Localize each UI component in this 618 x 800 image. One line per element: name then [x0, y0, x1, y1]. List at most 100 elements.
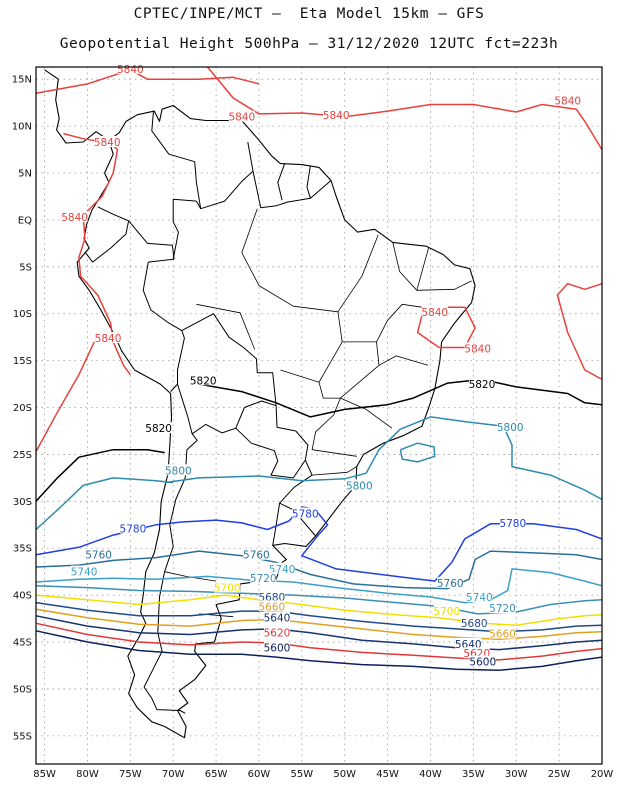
- lon-tick-label: 85W: [33, 769, 56, 780]
- contour-line-5660: [35, 608, 603, 640]
- lat-tick-label: 5S: [19, 262, 32, 273]
- contour-label: 5620: [264, 628, 291, 640]
- map-frame: [35, 66, 603, 765]
- contour-line-5840: [206, 66, 603, 150]
- contour-label-bg: [165, 464, 192, 476]
- state-border: [196, 303, 256, 350]
- lon-tick-label: 60W: [248, 769, 271, 780]
- lon-tick-label: 20W: [591, 769, 614, 780]
- contour-label-bg: [421, 305, 448, 317]
- contour-label: 5640: [264, 613, 291, 625]
- state-border: [340, 397, 393, 429]
- state-border: [241, 208, 260, 286]
- state-border: [258, 285, 343, 383]
- lon-tick-label: 45W: [376, 769, 399, 780]
- contour-label: 5600: [264, 643, 291, 655]
- country-border: [252, 170, 332, 209]
- contour-line-5680: [35, 601, 603, 633]
- contour-label-bg: [455, 637, 482, 649]
- contour-label: 5840: [464, 343, 491, 355]
- contour-label-bg: [489, 602, 516, 614]
- lon-tick-label: 50W: [333, 769, 356, 780]
- contour-line-5640: [35, 615, 603, 651]
- contour-label-bg: [258, 600, 285, 612]
- contour-label-bg: [461, 617, 488, 629]
- axis-tick-labels: 15N 10N 5N EQ 5S 10S 15S 20S 25S 30S 35S 40S 45S 50S 5…: [12, 75, 614, 780]
- lon-tick-label: 65W: [205, 769, 228, 780]
- contour-label: 5760: [243, 550, 270, 562]
- contour-label: 5800: [346, 480, 373, 492]
- contour-label-bg: [437, 576, 464, 588]
- contour-label-bg: [95, 332, 122, 344]
- contour-label-bg: [61, 211, 88, 223]
- contour-label: 5600: [469, 657, 496, 669]
- contour-line-5800: [399, 442, 436, 463]
- contour-line-5740: [35, 568, 603, 604]
- contour-line-5820: [198, 378, 603, 418]
- state-border: [164, 571, 217, 582]
- contour-labels: 5840 5840 5840 5840 5840 5840 5840 5840 5840 5820…: [61, 62, 581, 669]
- lat-tick-label: 15S: [13, 356, 32, 367]
- contour-label: 5840: [228, 112, 255, 124]
- contour-label: 5660: [489, 629, 516, 641]
- contour-line-5600: [35, 630, 603, 671]
- contour-label-bg: [433, 605, 460, 617]
- state-border: [318, 341, 380, 399]
- state-border: [416, 280, 472, 291]
- coastline: [44, 69, 110, 144]
- contour-label-bg: [190, 374, 217, 386]
- contour-label: 5740: [466, 592, 493, 604]
- contour-label-bg: [463, 647, 490, 659]
- contour-label-bg: [263, 641, 290, 653]
- lon-tick-label: 25W: [548, 769, 571, 780]
- contour-label: 5780: [120, 523, 147, 535]
- contour-line-5840: [35, 341, 95, 452]
- state-border: [312, 466, 357, 476]
- country-border: [235, 405, 309, 479]
- contour-label: 5700: [214, 583, 241, 595]
- contour-line-5840: [35, 69, 260, 95]
- contour-label: 5700: [433, 606, 460, 618]
- contour-label-bg: [85, 548, 112, 560]
- contour-label-bg: [250, 572, 277, 584]
- state-border: [378, 355, 429, 366]
- lat-tick-label: 50S: [13, 684, 32, 695]
- contour-label-bg: [145, 422, 172, 434]
- contour-label: 5800: [497, 422, 524, 434]
- country-border: [142, 198, 197, 392]
- country-border: [306, 165, 311, 199]
- contour-label: 5840: [117, 64, 144, 76]
- lat-tick-label: 5N: [18, 169, 32, 180]
- contour-label-bg: [243, 548, 270, 560]
- map-title: CPTEC/INPE/MCT – Eta Model 15km – GFS: [133, 6, 485, 22]
- contour-label: 5760: [85, 550, 112, 562]
- contour-label-bg: [258, 590, 285, 602]
- country-border: [84, 206, 130, 263]
- contour-label-bg: [214, 581, 241, 593]
- contour-label: 5840: [554, 96, 581, 108]
- state-border: [392, 242, 430, 291]
- map-subtitle: Geopotential Height 500hPa – 31/12/2020 …: [59, 36, 559, 52]
- contour-label-bg: [292, 507, 319, 519]
- contour-line-5720: [35, 585, 603, 615]
- contour-line-5840: [556, 282, 603, 381]
- lon-tick-label: 80W: [76, 769, 99, 780]
- contour-label-bg: [119, 522, 146, 534]
- country-border: [128, 220, 175, 260]
- lon-tick-label: 55W: [291, 769, 314, 780]
- contour-line-5840: [416, 306, 476, 349]
- lon-tick-label: 40W: [419, 769, 442, 780]
- contour-label: 5800: [165, 465, 192, 477]
- lat-tick-label: EQ: [18, 215, 32, 226]
- lat-tick-label: 30S: [13, 497, 32, 508]
- lat-tick-label: 10S: [13, 309, 32, 320]
- lat-tick-label: 25S: [13, 450, 32, 461]
- lon-tick-label: 70W: [162, 769, 185, 780]
- contour-label-bg: [269, 562, 296, 574]
- country-border: [277, 163, 286, 201]
- contour-label-bg: [94, 135, 121, 147]
- contour-label: 5780: [292, 508, 319, 520]
- contour-label-bg: [499, 516, 526, 528]
- contour-label-bg: [497, 421, 524, 433]
